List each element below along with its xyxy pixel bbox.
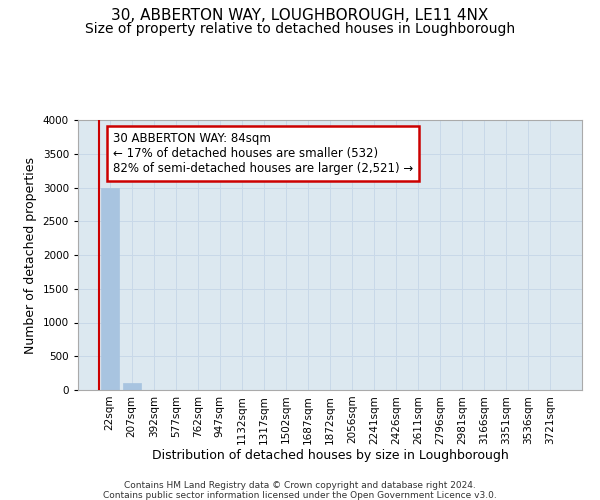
Text: Size of property relative to detached houses in Loughborough: Size of property relative to detached ho… — [85, 22, 515, 36]
Text: 30 ABBERTON WAY: 84sqm
← 17% of detached houses are smaller (532)
82% of semi-de: 30 ABBERTON WAY: 84sqm ← 17% of detached… — [113, 132, 413, 175]
X-axis label: Distribution of detached houses by size in Loughborough: Distribution of detached houses by size … — [152, 449, 508, 462]
Text: 30, ABBERTON WAY, LOUGHBOROUGH, LE11 4NX: 30, ABBERTON WAY, LOUGHBOROUGH, LE11 4NX — [112, 8, 488, 22]
Bar — [123, 383, 140, 390]
Y-axis label: Number of detached properties: Number of detached properties — [24, 156, 37, 354]
Text: Contains public sector information licensed under the Open Government Licence v3: Contains public sector information licen… — [103, 491, 497, 500]
Text: Contains HM Land Registry data © Crown copyright and database right 2024.: Contains HM Land Registry data © Crown c… — [124, 481, 476, 490]
Bar — [101, 188, 119, 390]
